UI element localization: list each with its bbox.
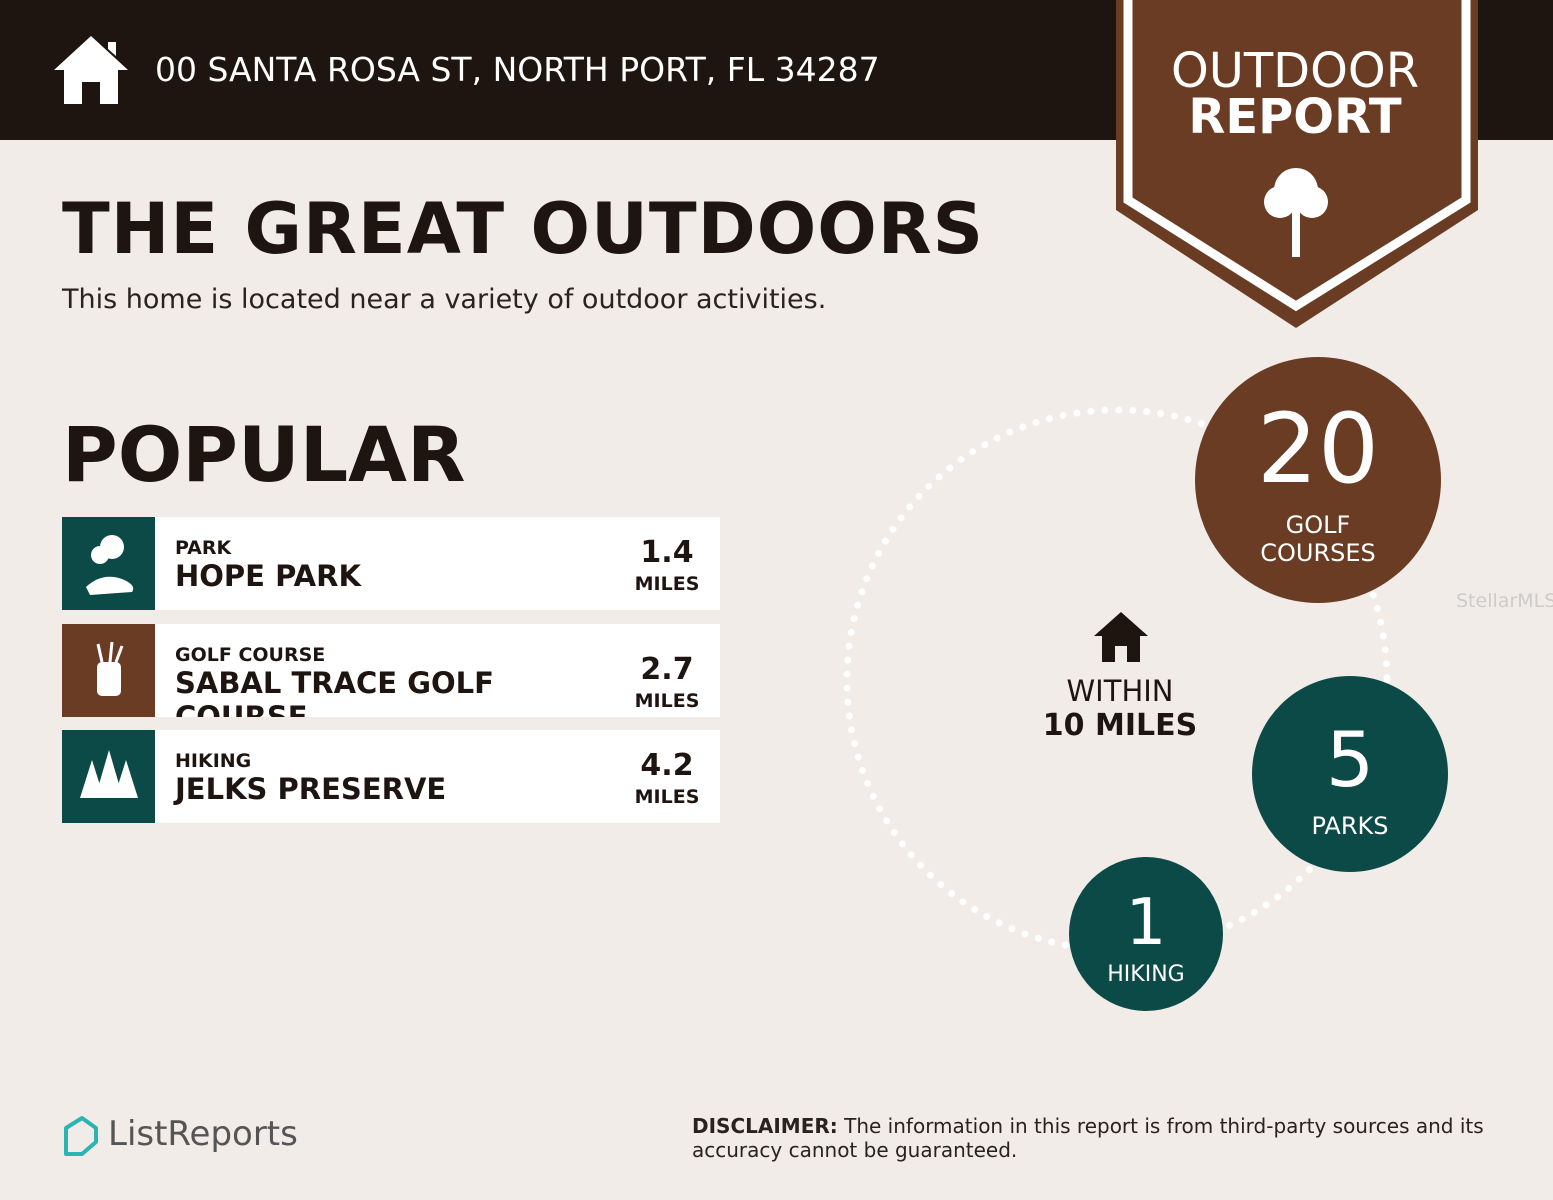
radius-line2: 10 MILES [1042,708,1198,743]
place-row: PARK HOPE PARK 1.4 MILES [62,517,720,610]
distance-unit: MILES [634,786,700,808]
address: 00 SANTA ROSA ST, NORTH PORT, FL 34287 [155,50,880,89]
watermark: StellarMLS [1456,590,1553,612]
hiking-icon [62,730,155,823]
distance: 4.2 [640,748,694,783]
place-row: HIKING JELKS PRESERVE 4.2 MILES [62,730,720,823]
brand: ListReports [108,1114,298,1154]
distance: 2.7 [640,652,694,687]
distance-unit: MILES [634,690,700,712]
radius-ring [843,406,1391,954]
count-label: COURSES [1260,539,1376,567]
subtitle: This home is located near a variety of o… [62,284,827,315]
badge-line2: REPORT [1188,89,1402,145]
count-label: GOLF [1285,511,1351,539]
category: PARK [175,537,232,559]
count-value: 1 [1125,886,1167,960]
distance-unit: MILES [634,573,700,595]
category: GOLF COURSE [175,644,326,666]
count-circle: 20 GOLF COURSES [1195,357,1441,603]
popular-heading: POPULAR [62,410,466,499]
place-row: GOLF COURSE SABAL TRACE GOLF COURSE 2.7 … [62,624,720,717]
place-name: JELKS PRESERVE [175,772,447,806]
badge [1116,0,1478,328]
badge-line1: OUTDOOR [1170,43,1420,99]
category: HIKING [175,750,252,772]
count-label: HIKING [1107,962,1185,987]
count-label: PARKS [1311,812,1389,840]
home-icon [1094,612,1148,662]
count-circle: 1 HIKING [1069,857,1223,1011]
count-value: 20 [1256,393,1380,505]
place-name: SABAL TRACE GOLF COURSE [175,666,494,717]
park-icon [62,517,155,610]
place-name: HOPE PARK [175,559,361,593]
disclaimer-text: The information in this report is from t… [692,1114,1484,1162]
distance: 1.4 [640,535,694,570]
home-icon [54,36,128,104]
brand-logo [64,1116,98,1156]
count-circle: 5 PARKS [1252,676,1448,872]
golf-icon [62,624,155,717]
title: THE GREAT OUTDOORS [62,188,985,270]
count-value: 5 [1325,715,1375,804]
disclaimer: DISCLAIMER: The information in this repo… [692,1114,1512,1162]
disclaimer-label: DISCLAIMER: [692,1114,838,1138]
radius-line1: WITHIN [1066,674,1174,708]
